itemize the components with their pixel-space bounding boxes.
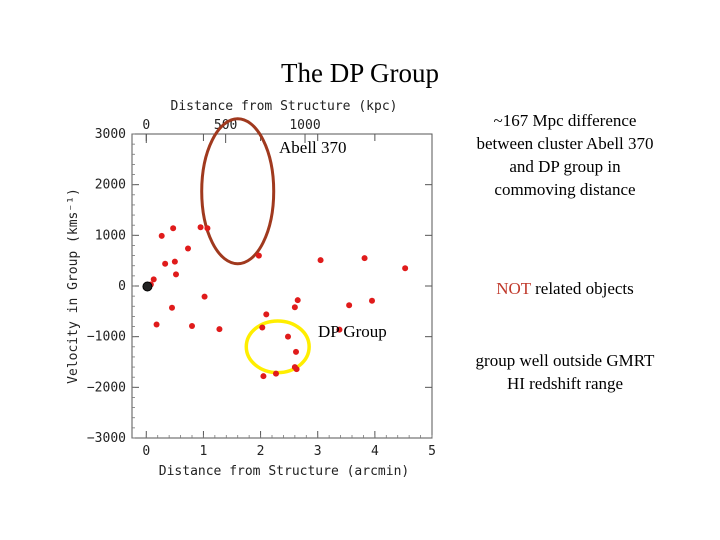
data-point [402, 265, 409, 272]
data-point [273, 370, 279, 377]
kpc-tick-label: 1000 [289, 118, 320, 133]
y-tick-label: 2000 [95, 178, 126, 193]
y-tick-label: 3000 [95, 127, 126, 142]
data-point [336, 326, 343, 333]
slide-title: The DP Group [281, 58, 439, 88]
plot-frame [131, 133, 433, 439]
data-point [173, 271, 179, 278]
data-point [291, 364, 298, 371]
x-tick-label: 0 [142, 444, 150, 459]
data-point [346, 302, 353, 309]
data-point [185, 245, 191, 252]
x-tick-label: 2 [257, 444, 265, 459]
y-tick-label: 1000 [95, 228, 126, 243]
y-tick-label: −2000 [87, 380, 126, 395]
data-point [260, 373, 267, 380]
data-point [263, 311, 270, 318]
distance-note: ~167 Mpc difference between cluster Abel… [476, 111, 654, 199]
data-point [189, 323, 195, 330]
data-point [361, 255, 368, 262]
data-point [170, 225, 177, 232]
x-axis-label: Distance from Structure (arcmin) [159, 464, 409, 479]
data-point [169, 304, 175, 311]
data-point [158, 232, 165, 239]
data-point [259, 324, 266, 331]
kpc-tick-label: 0 [142, 118, 150, 133]
x-tick-label: 3 [314, 444, 322, 459]
top-axis-label: Distance from Structure (kpc) [171, 99, 398, 114]
abell-370-ellipse [200, 117, 276, 266]
x-tick-label: 4 [371, 444, 379, 459]
reference-point [142, 281, 153, 292]
data-point [255, 252, 262, 259]
x-tick-label: 1 [200, 444, 208, 459]
not-related-note: NOT related objects [470, 278, 660, 301]
not-emphasis: NOT [496, 279, 531, 298]
data-point [369, 297, 375, 304]
y-tick-label: −1000 [87, 330, 126, 345]
abell-370-label: Abell 370 [279, 138, 347, 157]
data-point [294, 297, 301, 304]
y-axis-label: Velocity in Group (kms⁻¹) [66, 188, 81, 384]
data-point [293, 348, 299, 355]
data-point [153, 321, 160, 328]
data-point [216, 326, 223, 333]
y-tick-label: −3000 [87, 431, 126, 446]
data-point [291, 304, 298, 311]
ticks-layer [132, 133, 433, 439]
data-point [162, 260, 169, 267]
x-tick-label: 5 [428, 444, 436, 459]
data-point [201, 293, 208, 300]
dp-group-circle [244, 319, 311, 375]
points-layer [142, 224, 409, 380]
data-point [285, 333, 291, 340]
data-point [317, 257, 324, 264]
not-related-text: related objects [530, 279, 634, 298]
y-tick-label: 0 [118, 279, 126, 294]
redshift-range-note: group well outside GMRT HI redshift rang… [475, 351, 655, 393]
data-point [204, 225, 211, 232]
dp-group-label: DP Group [318, 322, 387, 341]
data-point [171, 258, 178, 265]
data-point [150, 276, 157, 283]
data-point [197, 224, 204, 231]
